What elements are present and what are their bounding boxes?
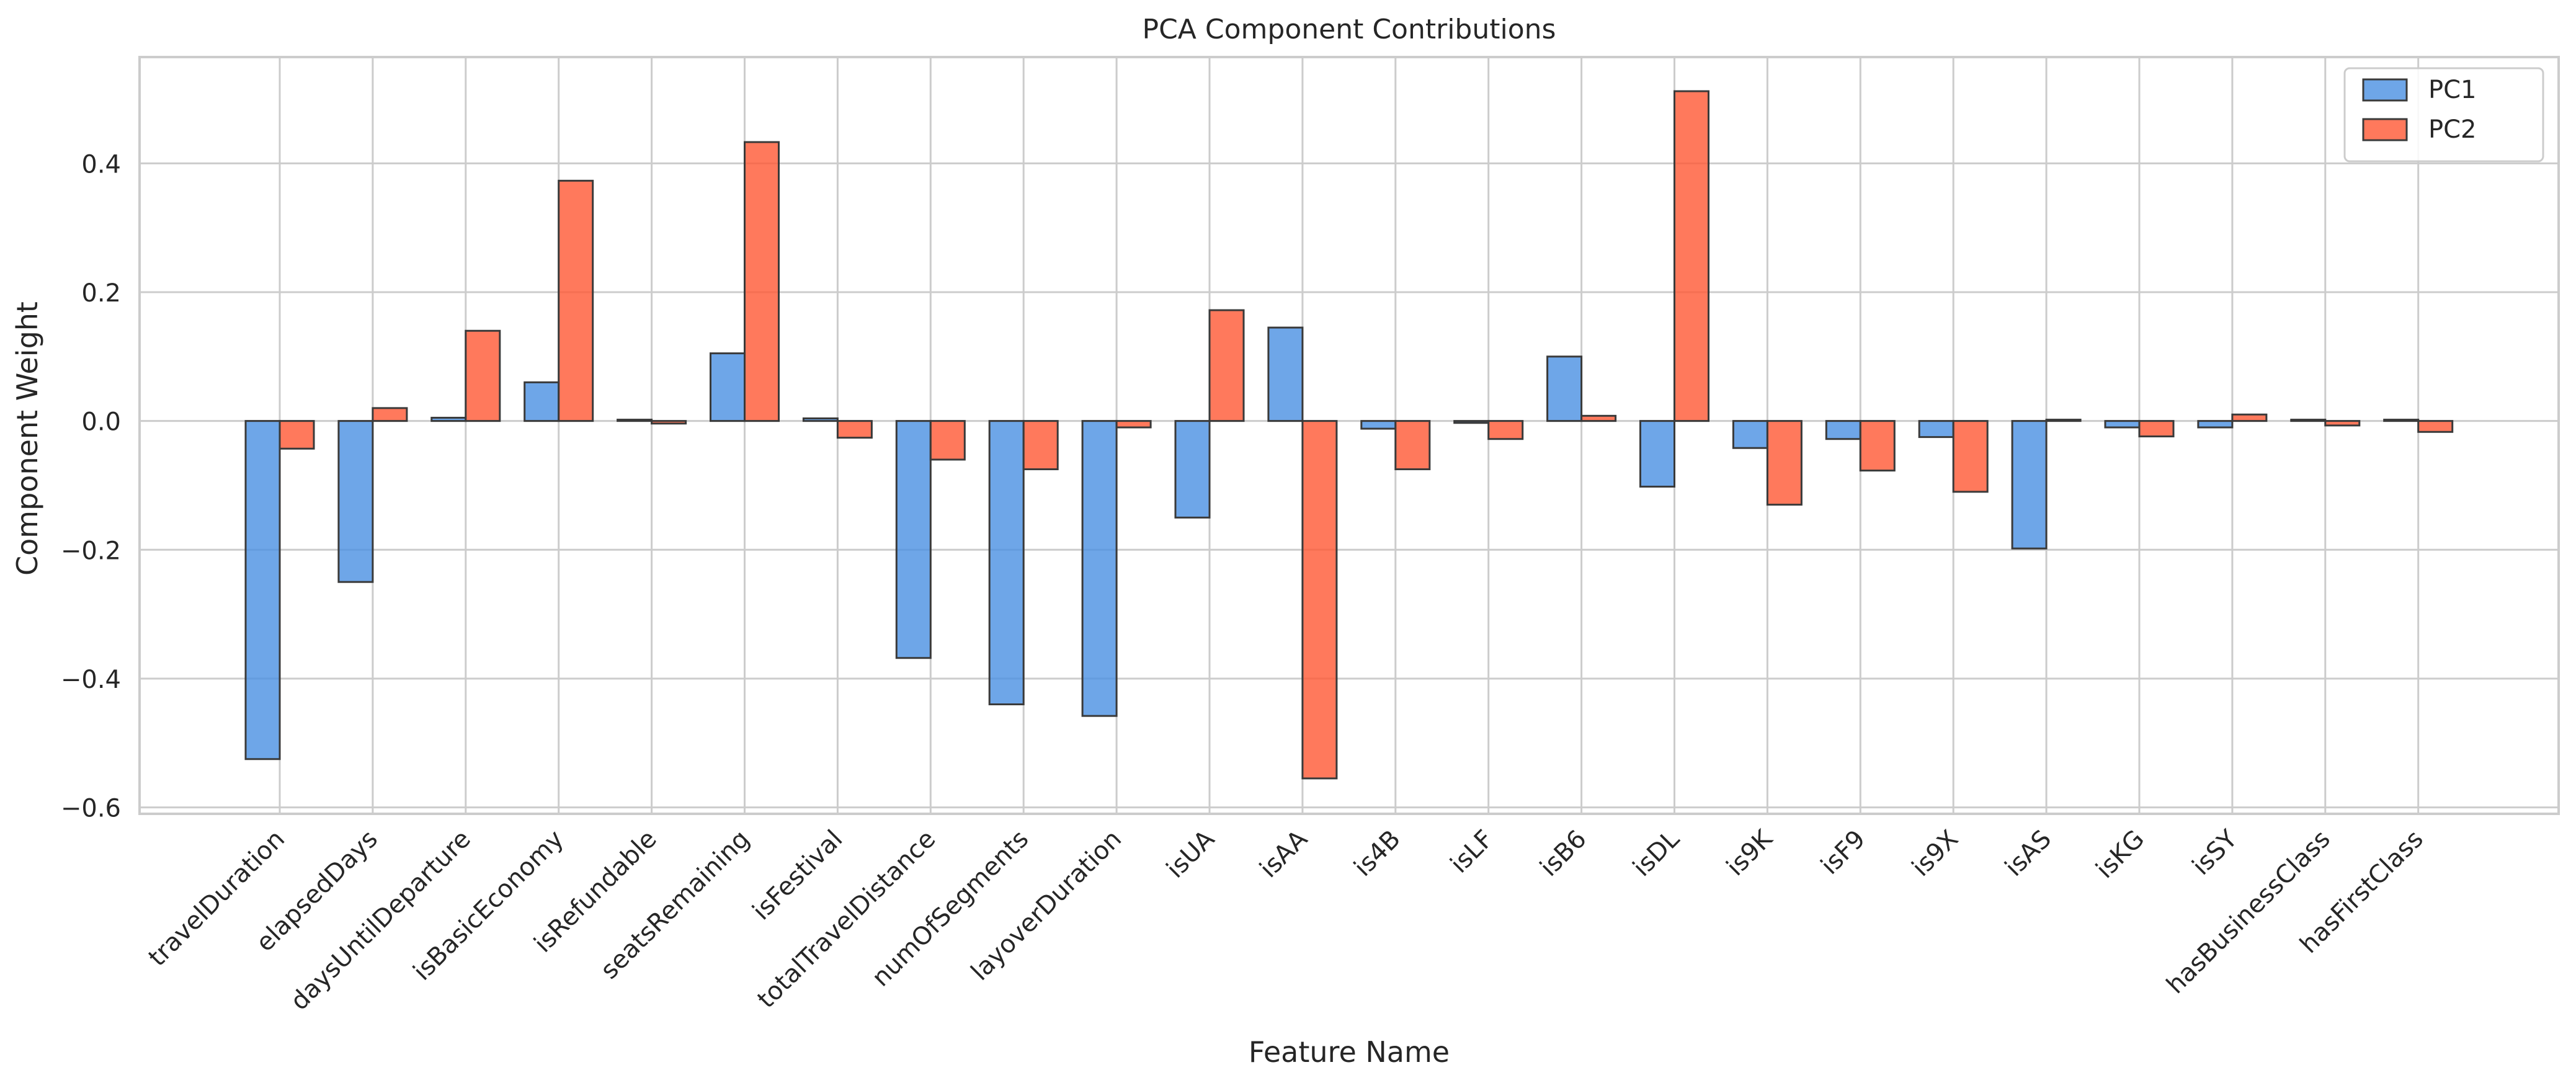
bar-pc1-isSY — [2197, 420, 2234, 429]
bar-pc2-isAS — [2045, 419, 2082, 422]
y-tick-label: −0.6 — [61, 795, 121, 823]
bar-pc2-seatsRemaining — [744, 141, 780, 422]
x-tick-label: daysUntilDeparture — [285, 825, 476, 1016]
bar-pc1-isLF — [1453, 420, 1490, 424]
bar-pc1-isRefundable — [617, 419, 653, 422]
bar-pc2-isSY — [2231, 413, 2268, 422]
bar-pc1-is9X — [1918, 420, 1954, 439]
x-tick-label: isB6 — [1535, 825, 1592, 883]
bar-pc2-is9K — [1766, 420, 1803, 506]
x-tick-label: isF9 — [1816, 825, 1871, 880]
bar-pc1-hasFirstClass — [2383, 419, 2420, 422]
bar-pc2-travelDuration — [279, 420, 315, 450]
y-axis-title: Component Weight — [11, 301, 44, 576]
x-tick-label: isSY — [2187, 824, 2244, 881]
bar-pc1-daysUntilDeparture — [430, 416, 467, 422]
bar-pc1-isDL — [1639, 420, 1675, 488]
bar-pc2-isF9 — [1859, 420, 1896, 472]
y-tick-label: −0.2 — [61, 537, 121, 565]
x-tick-label: is9X — [1907, 825, 1964, 882]
bars — [244, 90, 2454, 780]
bar-pc2-layoverDuration — [1115, 420, 1152, 429]
bar-pc1-elapsedDays — [337, 420, 374, 583]
x-tick-label: isKG — [2090, 825, 2150, 885]
bar-pc2-isDL — [1674, 90, 1709, 422]
y-tick-label: 0.0 — [81, 408, 121, 437]
bar-pc1-numOfSegments — [988, 420, 1025, 705]
x-tick-label: isAA — [1254, 824, 1313, 883]
x-tick-label: totalTravelDistance — [752, 825, 941, 1014]
y-axis-ticks: −0.6 −0.4 −0.2 0.0 0.2 0.4 — [61, 150, 121, 823]
x-tick-label: isLF — [1445, 825, 1499, 879]
bar-pc1-layoverDuration — [1081, 420, 1118, 717]
x-tick-label: is4B — [1348, 825, 1406, 883]
bar-pc1-isF9 — [1825, 420, 1861, 440]
bar-pc2-elapsedDays — [372, 407, 408, 422]
legend-swatch-pc1 — [2362, 78, 2408, 102]
bar-pc2-isKG — [2138, 420, 2175, 438]
x-tick-label: hasBusinessClass — [2161, 825, 2336, 1000]
x-tick-label: numOfSegments — [867, 825, 1034, 992]
x-tick-label: is9K — [1721, 824, 1779, 881]
x-axis-ticks: travelDurationelapsedDaysdaysUntilDepart… — [143, 824, 2429, 1015]
bar-pc1-isB6 — [1546, 355, 1583, 422]
legend-label-pc1: PC1 — [2428, 76, 2477, 104]
chart-title: PCA Component Contributions — [1143, 14, 1556, 45]
y-tick-label: −0.4 — [61, 666, 121, 694]
bar-pc2-hasFirstClass — [2417, 420, 2454, 433]
bar-pc1-seatsRemaining — [710, 352, 746, 422]
bar-pc1-is4B — [1360, 420, 1397, 430]
bar-pc2-isLF — [1487, 420, 1524, 440]
legend-swatch-pc2 — [2362, 118, 2408, 141]
bar-pc1-travelDuration — [244, 420, 281, 760]
bar-pc1-is9K — [1732, 420, 1768, 449]
legend-label-pc2: PC2 — [2428, 115, 2477, 144]
x-tick-label: isFestival — [747, 825, 849, 926]
x-tick-label: isDL — [1628, 824, 1685, 882]
x-tick-label: isAS — [2000, 825, 2057, 882]
y-tick-label: 0.4 — [81, 150, 121, 179]
plot-frame — [138, 56, 2560, 815]
bar-pc2-daysUntilDeparture — [465, 329, 501, 422]
grid-lines — [140, 57, 2559, 814]
bar-pc2-totalTravelDistance — [929, 420, 966, 461]
bar-pc1-isBasicEconomy — [524, 381, 560, 422]
bar-pc1-isKG — [2104, 420, 2141, 429]
bar-pc2-isRefundable — [651, 420, 687, 425]
bar-pc1-isUA — [1174, 420, 1211, 519]
x-axis-title: Feature Name — [1249, 1035, 1450, 1069]
bar-pc2-isB6 — [1580, 414, 1617, 422]
bar-pc1-totalTravelDistance — [895, 420, 932, 659]
bar-pc2-hasBusinessClass — [2324, 420, 2361, 427]
bar-pc2-isUA — [1208, 309, 1245, 422]
bar-pc2-isAA — [1301, 420, 1338, 780]
y-tick-label: 0.2 — [81, 279, 121, 308]
bar-pc2-is4B — [1394, 420, 1431, 471]
bar-pc1-isAA — [1267, 326, 1304, 422]
bar-pc2-isFestival — [836, 420, 873, 439]
bar-pc1-hasBusinessClass — [2290, 419, 2327, 422]
bar-pc2-is9X — [1952, 420, 1989, 493]
x-tick-label: isUA — [1161, 824, 1221, 884]
bar-pc1-isAS — [2011, 420, 2048, 550]
bar-pc2-isBasicEconomy — [558, 179, 594, 422]
bar-pc2-numOfSegments — [1022, 420, 1059, 471]
bar-pc1-isFestival — [802, 417, 839, 422]
